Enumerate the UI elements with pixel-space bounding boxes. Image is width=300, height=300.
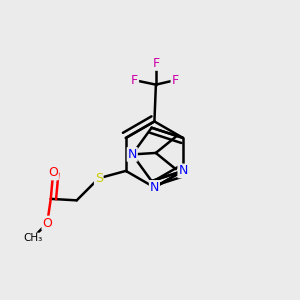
Text: N: N: [178, 164, 188, 177]
Text: F: F: [152, 57, 160, 70]
Text: F: F: [172, 74, 178, 87]
Text: O: O: [42, 217, 52, 230]
Text: CH₃: CH₃: [23, 233, 42, 243]
Text: O: O: [48, 167, 58, 179]
Text: N: N: [128, 148, 137, 161]
Text: F: F: [131, 74, 138, 87]
Text: S: S: [95, 172, 103, 185]
Text: N: N: [150, 181, 159, 194]
